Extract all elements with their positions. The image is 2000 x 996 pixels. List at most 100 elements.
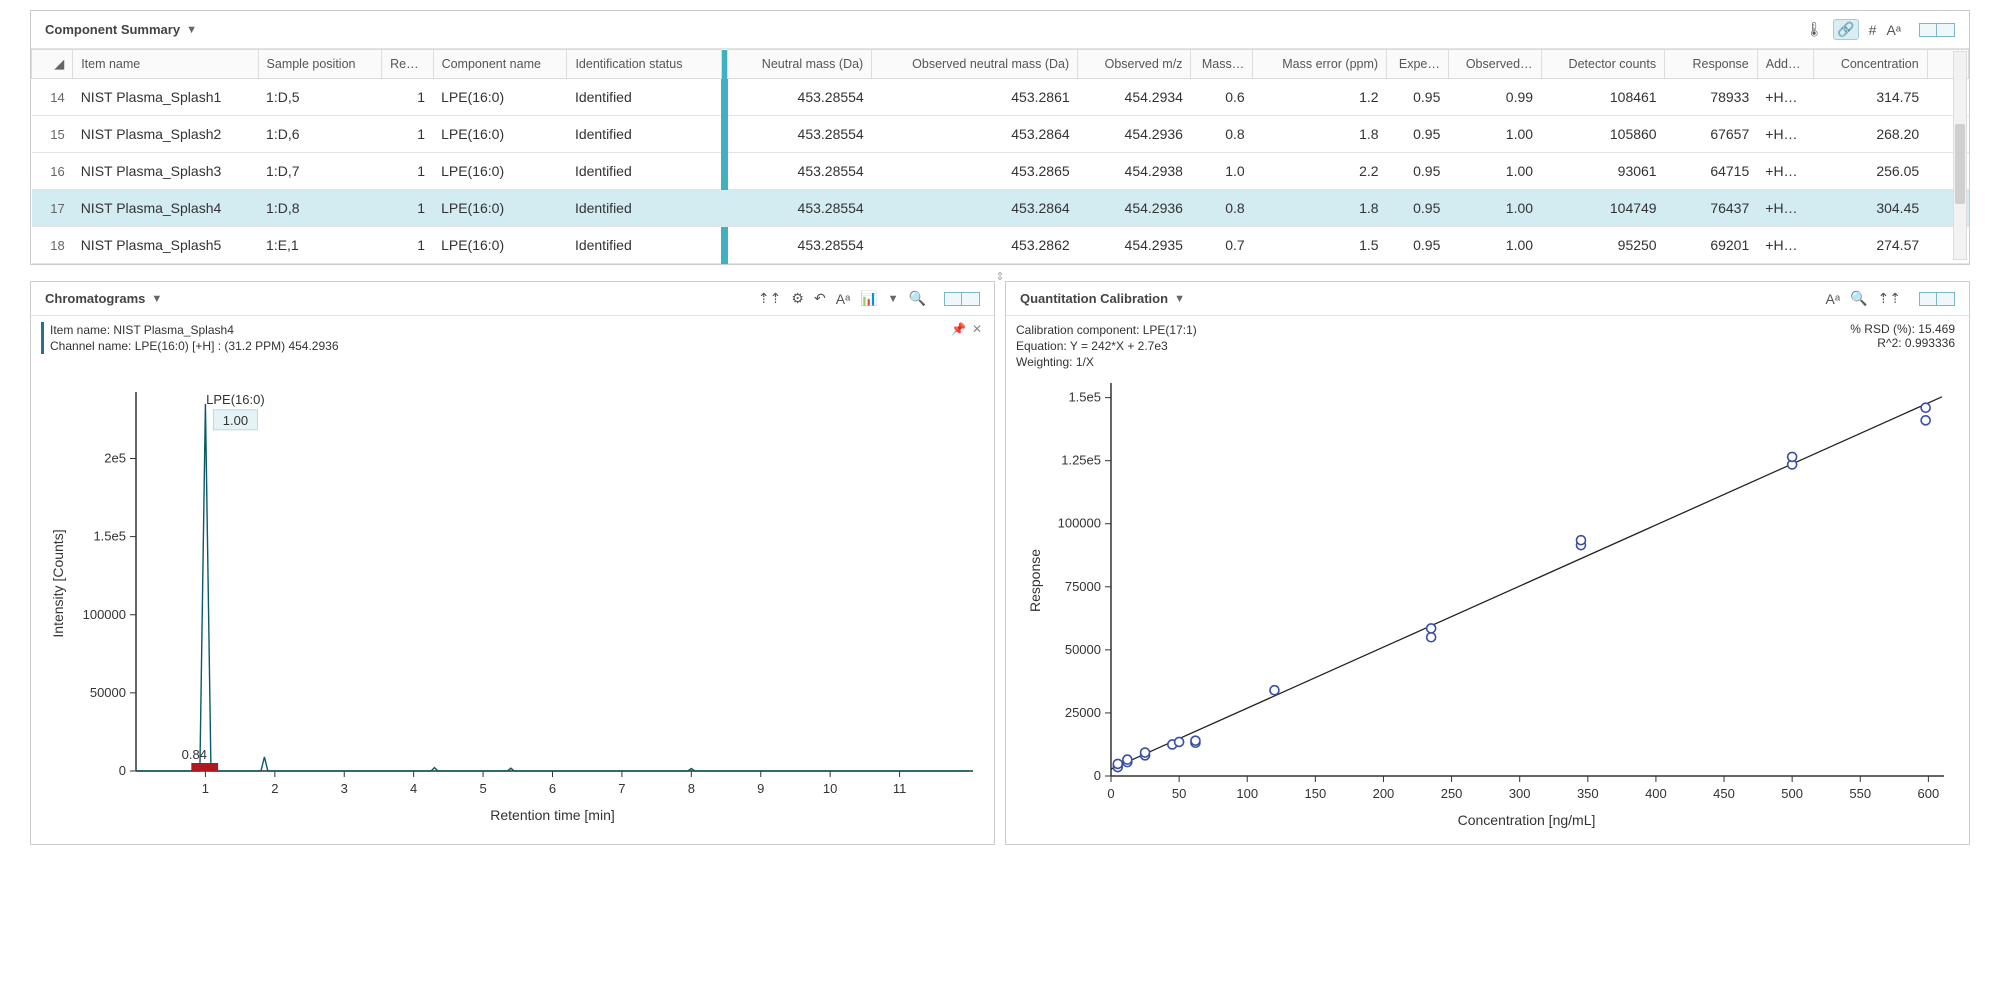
table-row[interactable]: 16NIST Plasma_Splash31:D,71LPE(16:0)Iden… bbox=[32, 153, 1969, 190]
svg-text:0.84: 0.84 bbox=[182, 747, 207, 762]
column-onm[interactable]: Observed neutral mass (Da) bbox=[872, 50, 1078, 79]
column-det[interactable]: Detector counts bbox=[1541, 50, 1665, 79]
svg-text:1: 1 bbox=[202, 781, 209, 796]
column-obs[interactable]: Observed… bbox=[1448, 50, 1541, 79]
svg-text:75000: 75000 bbox=[1065, 578, 1101, 593]
calib-toolbar: Aᵃ 🔍 ⇡⇡ bbox=[1826, 290, 1955, 307]
svg-text:25000: 25000 bbox=[1065, 704, 1101, 719]
calib-component: Calibration component: LPE(17:1) bbox=[1016, 322, 1959, 338]
svg-text:50000: 50000 bbox=[1065, 641, 1101, 656]
column-add[interactable]: Add… bbox=[1757, 50, 1814, 79]
chart-type-icon[interactable]: 📊 bbox=[860, 290, 877, 307]
table-row[interactable]: 14NIST Plasma_Splash11:D,51LPE(16:0)Iden… bbox=[32, 79, 1969, 116]
calib-r2: R^2: 0.993336 bbox=[1850, 336, 1955, 350]
calib-title: Quantitation Calibration bbox=[1020, 291, 1168, 306]
calibration-chart[interactable]: 02500050000750001000001.25e51.5e50501001… bbox=[1016, 371, 1956, 831]
gear-icon[interactable]: ⚙ bbox=[791, 290, 804, 307]
svg-text:1.00: 1.00 bbox=[223, 413, 248, 428]
svg-text:300: 300 bbox=[1509, 786, 1531, 801]
column-id[interactable]: Identification status bbox=[567, 50, 721, 79]
table-row[interactable]: 15NIST Plasma_Splash21:D,61LPE(16:0)Iden… bbox=[32, 116, 1969, 153]
svg-text:2: 2 bbox=[271, 781, 278, 796]
svg-text:250: 250 bbox=[1441, 786, 1463, 801]
scrollbar-thumb[interactable] bbox=[1955, 124, 1965, 204]
svg-text:100000: 100000 bbox=[1058, 515, 1101, 530]
svg-text:11: 11 bbox=[893, 781, 907, 796]
svg-text:1.5e5: 1.5e5 bbox=[1068, 389, 1101, 404]
svg-text:Concentration [ng/mL]: Concentration [ng/mL] bbox=[1458, 812, 1596, 828]
table-row[interactable]: 17NIST Plasma_Splash41:D,81LPE(16:0)Iden… bbox=[32, 190, 1969, 227]
summary-toolbar: 🌡 🔗 # Aᵃ bbox=[1805, 19, 1955, 40]
calib-weighting: Weighting: 1/X bbox=[1016, 354, 1959, 370]
svg-text:Response: Response bbox=[1027, 548, 1043, 611]
horizontal-splitter[interactable]: ⇕ bbox=[0, 271, 2000, 281]
svg-text:600: 600 bbox=[1918, 786, 1940, 801]
column-rep[interactable]: Repli… bbox=[382, 50, 433, 79]
calib-header: Quantitation Calibration ▼ Aᵃ 🔍 ⇡⇡ bbox=[1006, 282, 1969, 316]
column-resp[interactable]: Response bbox=[1665, 50, 1758, 79]
svg-text:8: 8 bbox=[688, 781, 695, 796]
maximize-icon[interactable] bbox=[1937, 23, 1955, 37]
calibration-panel: Quantitation Calibration ▼ Aᵃ 🔍 ⇡⇡ Calib… bbox=[1005, 281, 1970, 845]
chromatograms-panel: Chromatograms ▼ ⇡⇡ ⚙ ↶ Aᵃ 📊 ▼ 🔍 📌 ✕ bbox=[30, 281, 995, 845]
column-idx[interactable]: ◢ bbox=[32, 50, 73, 79]
column-exp[interactable]: Expe… bbox=[1387, 50, 1449, 79]
hash-icon[interactable]: # bbox=[1869, 22, 1877, 38]
chevron-down-icon: ▼ bbox=[151, 293, 162, 305]
minimize-icon[interactable] bbox=[944, 292, 962, 306]
column-item[interactable]: Item name bbox=[73, 50, 258, 79]
svg-text:10: 10 bbox=[823, 781, 837, 796]
window-controls bbox=[1919, 23, 1955, 37]
window-controls bbox=[1919, 292, 1955, 306]
chromatogram-chart[interactable]: 0500001000001.5e52e51234567891011LPE(16:… bbox=[41, 356, 981, 826]
minimize-icon[interactable] bbox=[1919, 292, 1937, 306]
calib-title-dropdown[interactable]: Quantitation Calibration ▼ bbox=[1020, 291, 1185, 306]
column-conc[interactable]: Concentration bbox=[1814, 50, 1927, 79]
window-controls bbox=[944, 292, 980, 306]
thermometer-icon[interactable]: 🌡 bbox=[1805, 21, 1823, 38]
vertical-scrollbar[interactable] bbox=[1953, 51, 1967, 260]
peaks-icon[interactable]: ⇡⇡ bbox=[1878, 290, 1901, 307]
zoom-icon[interactable]: 🔍 bbox=[1850, 290, 1867, 307]
close-icon[interactable]: ✕ bbox=[972, 322, 982, 336]
chevron-down-icon: ▼ bbox=[186, 24, 197, 36]
table-row[interactable]: 18NIST Plasma_Splash51:E,11LPE(16:0)Iden… bbox=[32, 227, 1969, 264]
svg-text:Retention time [min]: Retention time [min] bbox=[490, 807, 615, 823]
summary-table[interactable]: ◢Item nameSample positionRepli…Component… bbox=[31, 49, 1969, 264]
font-icon[interactable]: Aᵃ bbox=[836, 291, 851, 307]
chevron-down-icon[interactable]: ▼ bbox=[888, 293, 899, 305]
undo-icon[interactable]: ↶ bbox=[814, 290, 826, 307]
svg-text:200: 200 bbox=[1373, 786, 1395, 801]
chrom-channel-name: Channel name: LPE(16:0) [+H] : (31.2 PPM… bbox=[50, 338, 984, 354]
font-icon[interactable]: Aᵃ bbox=[1826, 291, 1841, 307]
column-ppm[interactable]: Mass error (ppm) bbox=[1253, 50, 1387, 79]
component-summary-panel: Component Summary ▼ 🌡 🔗 # Aᵃ ◢Item nameS… bbox=[30, 10, 1970, 265]
calib-equation: Equation: Y = 242*X + 2.7e3 bbox=[1016, 338, 1959, 354]
share-icon[interactable]: 🔗 bbox=[1833, 19, 1858, 40]
svg-text:Intensity [Counts]: Intensity [Counts] bbox=[50, 530, 66, 638]
svg-text:LPE(16:0): LPE(16:0) bbox=[206, 392, 265, 407]
column-pos[interactable]: Sample position bbox=[258, 50, 382, 79]
column-mass[interactable]: Mass… bbox=[1191, 50, 1253, 79]
svg-text:1.5e5: 1.5e5 bbox=[93, 529, 126, 544]
maximize-icon[interactable] bbox=[1937, 292, 1955, 306]
column-nm[interactable]: Neutral mass (Da) bbox=[728, 50, 872, 79]
font-size-icon[interactable]: Aᵃ bbox=[1886, 22, 1901, 38]
svg-text:50000: 50000 bbox=[90, 685, 126, 700]
chrom-title-dropdown[interactable]: Chromatograms ▼ bbox=[45, 291, 162, 306]
summary-title-dropdown[interactable]: Component Summary ▼ bbox=[45, 22, 197, 37]
zoom-icon[interactable]: 🔍 bbox=[909, 290, 926, 307]
svg-text:400: 400 bbox=[1645, 786, 1667, 801]
calib-rsd: % RSD (%): 15.469 bbox=[1850, 322, 1955, 336]
svg-text:550: 550 bbox=[1849, 786, 1871, 801]
peaks-icon[interactable]: ⇡⇡ bbox=[758, 290, 781, 307]
svg-text:3: 3 bbox=[341, 781, 348, 796]
pin-icon[interactable]: 📌 bbox=[951, 322, 966, 336]
column-omz[interactable]: Observed m/z bbox=[1078, 50, 1191, 79]
maximize-icon[interactable] bbox=[962, 292, 980, 306]
minimize-icon[interactable] bbox=[1919, 23, 1937, 37]
summary-title: Component Summary bbox=[45, 22, 180, 37]
svg-text:5: 5 bbox=[479, 781, 486, 796]
column-comp[interactable]: Component name bbox=[433, 50, 567, 79]
svg-text:0: 0 bbox=[1107, 786, 1114, 801]
